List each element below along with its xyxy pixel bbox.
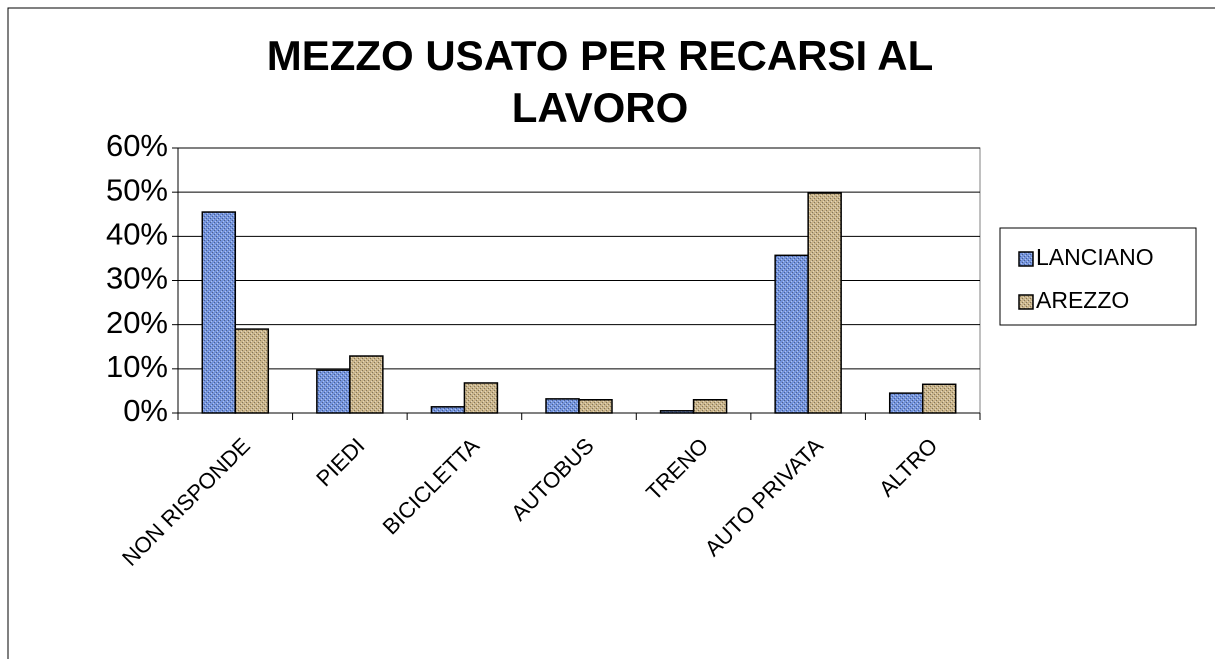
y-tick-label: 10% (106, 349, 168, 384)
chart-title: MEZZO USATO PER RECARSI AL LAVORO (266, 32, 934, 131)
x-tick-label: NON RISPONDE (117, 433, 255, 571)
legend-swatch (1018, 294, 1034, 310)
x-tick-label: BICICLETTA (378, 433, 485, 540)
bar (316, 369, 351, 414)
bar (888, 392, 924, 414)
legend-swatch (1018, 251, 1034, 267)
bar (430, 406, 466, 414)
bar (692, 399, 728, 414)
bar (774, 254, 809, 414)
bar (921, 383, 957, 414)
bar (578, 399, 613, 414)
y-tick-label: 0% (123, 393, 168, 428)
x-tick-label: ALTRO (874, 433, 942, 501)
bar (201, 211, 237, 414)
bar (807, 192, 842, 414)
bar (349, 355, 384, 414)
y-tick-label: 30% (106, 261, 168, 296)
bar (463, 382, 499, 414)
bar (234, 328, 270, 414)
legend-label: LANCIANO (1036, 244, 1154, 270)
x-tick-label: AUTOBUS (506, 433, 599, 526)
y-tick-label: 60% (106, 128, 168, 163)
x-tick-label: PIEDI (311, 433, 369, 491)
bar (659, 410, 695, 414)
x-tick-label: TRENO (641, 433, 713, 505)
bar (545, 398, 580, 414)
y-tick-label: 20% (106, 305, 168, 340)
chart-frame (7, 7, 1215, 659)
y-tick-label: 40% (106, 217, 168, 252)
y-tick-label: 50% (106, 172, 168, 207)
legend-label: AREZZO (1036, 287, 1129, 313)
x-tick-label: AUTO PRIVATA (700, 433, 828, 561)
